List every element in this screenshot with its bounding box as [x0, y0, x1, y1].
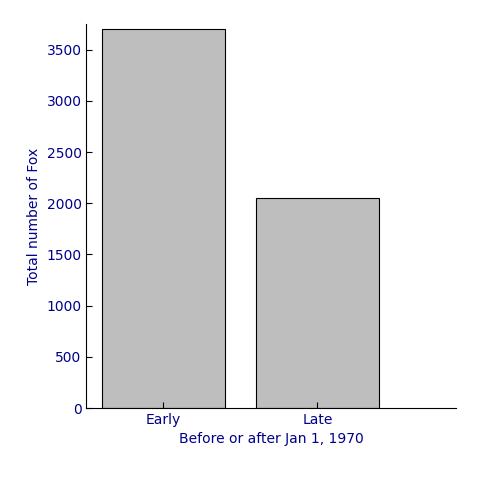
- Y-axis label: Total number of Fox: Total number of Fox: [27, 147, 41, 285]
- Bar: [256, 198, 379, 408]
- X-axis label: Before or after Jan 1, 1970: Before or after Jan 1, 1970: [179, 432, 363, 446]
- Bar: [102, 29, 225, 408]
